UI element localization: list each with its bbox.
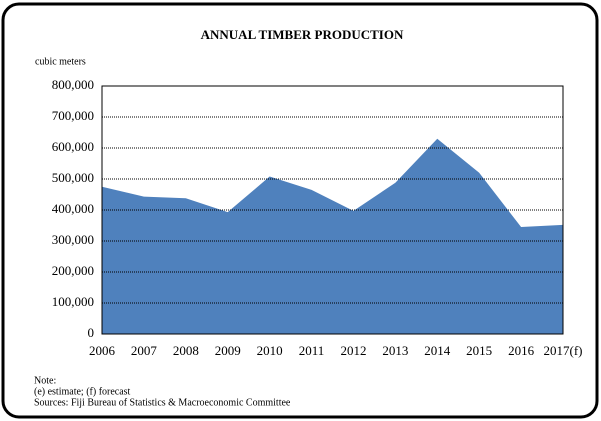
x-tick-label: 2014: [424, 343, 451, 358]
y-axis-label: cubic meters: [35, 56, 86, 67]
y-tick-label: 0: [88, 325, 95, 340]
x-tick-label: 2010: [257, 343, 283, 358]
y-tick-label: 100,000: [52, 294, 94, 309]
x-tick-label: 2012: [340, 343, 366, 358]
x-tick-label: 2011: [299, 343, 325, 358]
area: [102, 138, 563, 334]
x-tick-label: 2008: [173, 343, 199, 358]
x-tick-label: 2015: [466, 343, 492, 358]
note: (e) estimate; (f) forecast: [34, 386, 131, 397]
x-tick-label: 2007: [131, 343, 158, 358]
x-tick-label: 2009: [215, 343, 241, 358]
x-tick-label: 2013: [382, 343, 408, 358]
y-tick-label: 800,000: [52, 77, 94, 92]
y-tick-label: 400,000: [52, 201, 94, 216]
note: Note:: [34, 375, 56, 386]
y-tick-label: 700,000: [52, 108, 94, 123]
x-tick-label: 2017(f): [544, 343, 583, 358]
note: Sources: Fiji Bureau of Statistics & Mac…: [34, 397, 291, 408]
chart-title: ANNUAL TIMBER PRODUCTION: [201, 27, 404, 42]
y-tick-label: 500,000: [52, 170, 94, 185]
plot-frame: [101, 85, 564, 335]
y-tick-label: 200,000: [52, 263, 94, 278]
x-tick-label: 2016: [508, 343, 535, 358]
y-tick-label: 600,000: [52, 139, 94, 154]
y-tick-label: 300,000: [52, 232, 94, 247]
x-tick-label: 2006: [89, 343, 116, 358]
